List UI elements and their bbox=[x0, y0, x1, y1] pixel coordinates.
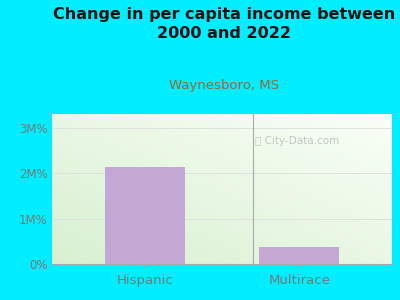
Bar bbox=[104, 167, 185, 264]
Text: Change in per capita income between
2000 and 2022: Change in per capita income between 2000… bbox=[53, 8, 395, 41]
Text: Waynesboro, MS: Waynesboro, MS bbox=[169, 80, 279, 92]
Text: ⓘ City-Data.com: ⓘ City-Data.com bbox=[255, 136, 339, 146]
Bar bbox=[259, 247, 340, 264]
